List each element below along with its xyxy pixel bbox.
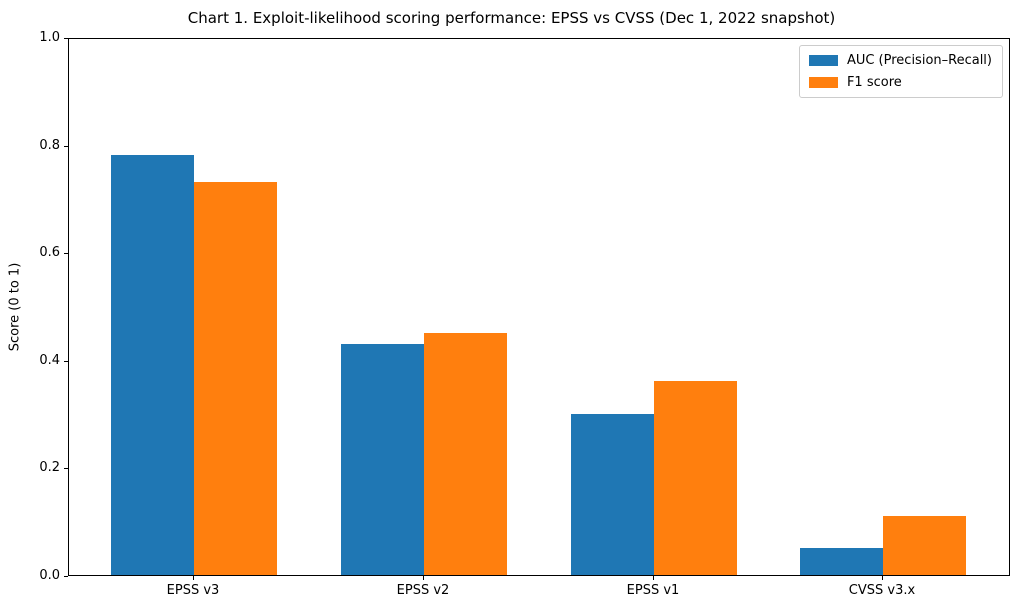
bar-auc-precision-recall-epss-v2 — [340, 344, 424, 575]
bar-f1-score-epss-v2 — [423, 333, 507, 575]
bar-auc-precision-recall-epss-v3 — [111, 155, 195, 575]
legend-swatch-auc — [808, 55, 838, 66]
legend-label-f1: F1 score — [846, 75, 902, 90]
y-tick-mark — [64, 361, 68, 362]
legend: AUC (Precision–Recall) F1 score — [798, 45, 1003, 98]
y-tick-mark — [64, 253, 68, 254]
y-tick-label: 0.4 — [39, 353, 60, 368]
y-tick-mark — [64, 38, 68, 39]
y-tick-label: 0.2 — [39, 460, 60, 475]
chart-title: Chart 1. Exploit-likelihood scoring perf… — [187, 9, 836, 27]
x-tick-mark — [882, 576, 883, 580]
legend-item-f1: F1 score — [808, 75, 992, 90]
y-tick-mark — [64, 468, 68, 469]
x-tick-label: CVSS v3.x — [848, 583, 916, 598]
legend-item-auc: AUC (Precision–Recall) — [808, 53, 992, 68]
legend-swatch-f1 — [808, 77, 838, 88]
y-tick-label: 0.0 — [39, 568, 60, 583]
x-tick-mark — [653, 576, 654, 580]
x-tick-mark — [423, 576, 424, 580]
plot-area — [68, 38, 1010, 576]
bar-auc-precision-recall-epss-v1 — [570, 414, 654, 575]
y-tick-label: 0.6 — [39, 245, 60, 260]
bar-f1-score-epss-v3 — [194, 182, 278, 575]
y-tick-label: 0.8 — [39, 138, 60, 153]
legend-label-auc: AUC (Precision–Recall) — [846, 53, 992, 68]
y-tick-label: 1.0 — [39, 30, 60, 45]
bar-f1-score-epss-v1 — [653, 381, 737, 575]
bar-f1-score-cvss-v3-x — [883, 516, 967, 575]
x-tick-label: EPSS v2 — [396, 583, 450, 598]
x-tick-label: EPSS v1 — [626, 583, 680, 598]
bar-auc-precision-recall-cvss-v3-x — [800, 548, 884, 575]
x-tick-mark — [193, 576, 194, 580]
y-axis-label: Score (0 to 1) — [7, 262, 23, 352]
y-tick-mark — [64, 576, 68, 577]
x-tick-label: EPSS v3 — [166, 583, 220, 598]
y-tick-mark — [64, 146, 68, 147]
